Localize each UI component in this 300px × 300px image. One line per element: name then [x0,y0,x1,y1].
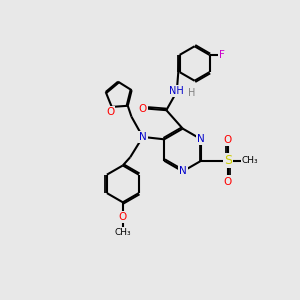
Text: N: N [197,134,205,144]
Text: CH₃: CH₃ [115,228,131,237]
Text: N: N [179,167,187,176]
Text: NH: NH [169,86,184,96]
Text: O: O [106,107,114,117]
Text: S: S [224,154,232,167]
Text: O: O [224,135,232,145]
Text: O: O [119,212,127,222]
Text: O: O [224,176,232,187]
Text: H: H [188,88,195,98]
Text: O: O [138,104,147,114]
Text: F: F [219,50,225,60]
Text: N: N [139,132,147,142]
Text: CH₃: CH₃ [242,156,258,165]
